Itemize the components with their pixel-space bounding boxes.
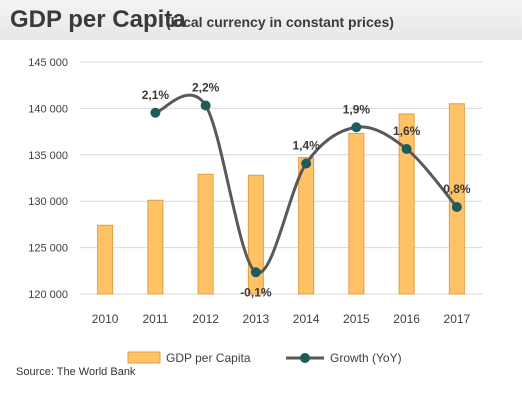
bar (398, 113, 415, 295)
growth-data-label: -0,1% (240, 285, 272, 299)
y-tick-label: 135 000 (28, 150, 68, 162)
growth-data-label: 2,2% (192, 81, 220, 95)
legend-bar-swatch (127, 351, 161, 364)
y-tick-label: 125 000 (28, 243, 68, 255)
growth-data-label: 1,9% (343, 102, 371, 116)
bar (348, 132, 365, 295)
growth-point (150, 107, 161, 118)
y-tick-label: 140 000 (28, 103, 68, 115)
bar (147, 199, 164, 295)
growth-data-label: 0,8% (443, 182, 471, 196)
growth-point (351, 122, 362, 133)
x-tick-label: 2016 (393, 312, 420, 326)
legend-bar-label: GDP per Capita (166, 351, 251, 365)
x-tick-label: 2013 (243, 312, 270, 326)
growth-point (301, 158, 312, 169)
growth-point (250, 267, 261, 278)
growth-point (401, 144, 412, 154)
growth-data-label: 2,1% (142, 88, 170, 102)
bar (197, 173, 214, 295)
bar (298, 157, 315, 295)
y-tick-label: 120 000 (28, 289, 68, 301)
x-tick-label: 2015 (343, 312, 370, 326)
growth-point (451, 202, 462, 212)
y-tick-label: 130 000 (28, 196, 68, 208)
x-tick-label: 2010 (92, 312, 119, 326)
source-note: Source: The World Bank (16, 366, 136, 378)
y-tick-label: 145 000 (28, 57, 68, 69)
chart-title: GDP per Capita (10, 6, 186, 33)
title-bar: GDP per Capita (local currency in consta… (0, 0, 522, 40)
growth-data-label: 1,4% (292, 139, 320, 153)
legend-line-marker (300, 353, 310, 363)
growth-point (200, 100, 211, 111)
x-tick-label: 2011 (142, 312, 168, 326)
bar (247, 174, 264, 295)
legend-line-label: Growth (YoY) (330, 351, 402, 365)
bar (97, 224, 114, 295)
x-tick-label: 2012 (192, 312, 219, 326)
growth-data-label: 1,6% (393, 124, 421, 138)
chart-subtitle: (local currency in constant prices) (166, 14, 394, 30)
x-tick-label: 2014 (293, 312, 320, 326)
x-tick-label: 2017 (444, 312, 471, 326)
